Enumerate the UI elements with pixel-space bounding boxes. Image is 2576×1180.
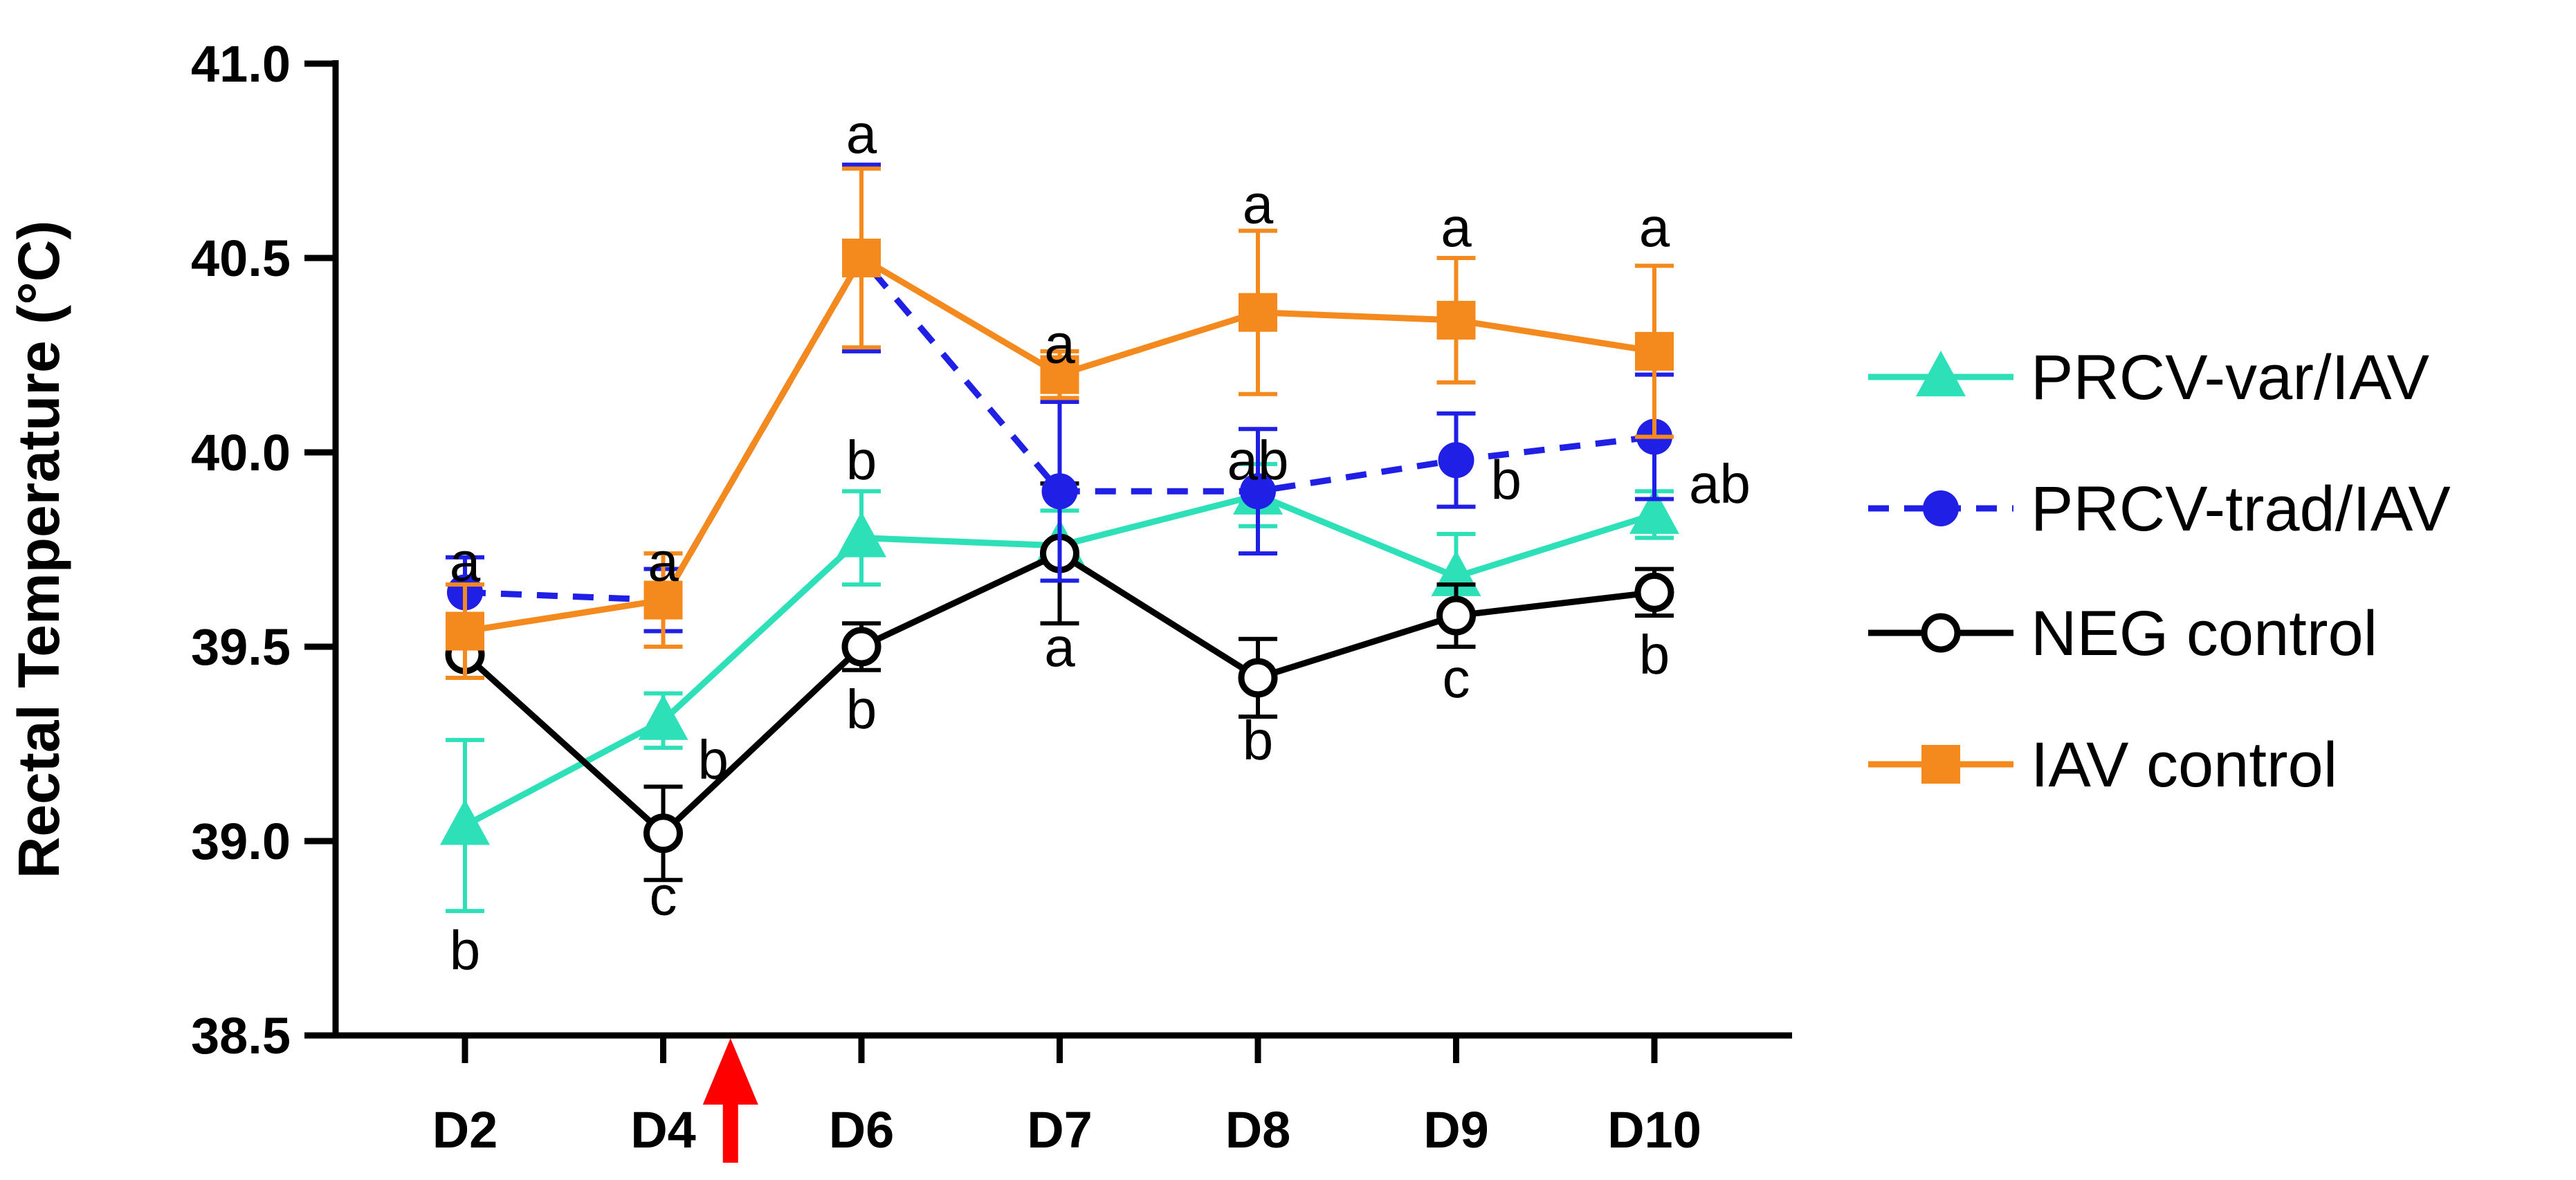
data-point [1629, 488, 1679, 534]
y-tick-label: 39.0 [191, 813, 291, 870]
significance-letter: b [1639, 624, 1670, 685]
challenge-arrow-icon [702, 1038, 758, 1163]
legend-item: PRCV-trad/IAV [1868, 474, 2451, 544]
data-point [842, 239, 881, 277]
data-point [837, 511, 886, 557]
significance-letter: c [650, 865, 677, 927]
significance-letter: a [648, 531, 679, 592]
legend-label: PRCV-trad/IAV [2031, 474, 2451, 544]
significance-letter: c [1443, 647, 1470, 709]
significance-letter: ab [1689, 453, 1751, 515]
series-iav-control [446, 166, 1674, 680]
data-point [841, 627, 881, 667]
significance-letter: a [1044, 313, 1075, 375]
significance-letter: b [1243, 710, 1274, 771]
x-tick-label: D8 [1225, 1101, 1291, 1159]
legend-item: NEG control [1868, 598, 2377, 669]
data-point [1240, 473, 1276, 510]
significance-letter: b [450, 919, 481, 981]
significance-letter: a [1044, 616, 1075, 678]
y-axis-title: Rectal Temperature (°C) [6, 221, 71, 879]
legend-label: IAV control [2031, 730, 2337, 800]
x-axis-ticks: D2 D4 D6 D7 D8 D9 D10 [432, 1035, 1701, 1159]
data-point [1436, 300, 1476, 340]
data-point [1040, 355, 1079, 394]
x-tick-label: D4 [630, 1101, 696, 1159]
data-point [643, 813, 683, 854]
y-tick-label: 40.5 [191, 230, 291, 287]
legend-item: PRCV-var/IAV [1868, 342, 2429, 413]
x-tick-label: D7 [1027, 1101, 1093, 1159]
significance-letter: b [846, 679, 877, 740]
y-tick-label: 40.0 [191, 424, 291, 481]
y-tick-label: 38.5 [191, 1007, 291, 1064]
legend-label: NEG control [2031, 598, 2377, 669]
legend-item: IAV control [1868, 730, 2337, 800]
legend-marker [1921, 613, 1961, 653]
data-point [440, 799, 490, 845]
data-point [446, 611, 484, 651]
data-point [1436, 596, 1476, 636]
significance-letter: a [1639, 196, 1670, 258]
challenge-arrow-head [702, 1038, 758, 1105]
data-point [1041, 473, 1078, 510]
data-point [643, 580, 683, 620]
y-tick-label: 41.0 [191, 35, 291, 93]
data-point [1239, 293, 1277, 332]
significance-letter: a [1441, 196, 1472, 258]
data-point [1635, 331, 1674, 371]
plot-area [440, 163, 1679, 914]
significance-letter: b [698, 729, 729, 791]
challenge-arrow-shaft [722, 1103, 738, 1163]
significance-letter: a [1243, 173, 1274, 234]
data-point [1438, 442, 1474, 479]
y-tick-label: 39.5 [191, 618, 291, 676]
legend-marker [1921, 745, 1960, 784]
data-point [1238, 658, 1278, 698]
significance-letter: a [450, 531, 481, 592]
x-tick-label: D6 [829, 1101, 895, 1159]
legend-marker [1916, 351, 1966, 396]
x-tick-label: D9 [1423, 1101, 1489, 1159]
legend-label: PRCV-var/IAV [2031, 342, 2429, 413]
legend-marker [1923, 490, 1959, 526]
significance-letter: a [846, 103, 877, 165]
legend: PRCV-var/IAV PRCV-trad/IAV NEG control IAV … [1868, 342, 2451, 800]
significance-letter: b [846, 430, 877, 491]
significance-letter: b [1491, 449, 1522, 510]
x-tick-label: D2 [432, 1101, 498, 1159]
x-tick-label: D10 [1607, 1101, 1701, 1159]
data-point [1634, 572, 1674, 612]
data-point [638, 694, 688, 740]
significance-letter: ab [1227, 430, 1289, 491]
y-axis-ticks: 38.5 39.0 39.5 40.0 40.5 41.0 [191, 35, 336, 1064]
